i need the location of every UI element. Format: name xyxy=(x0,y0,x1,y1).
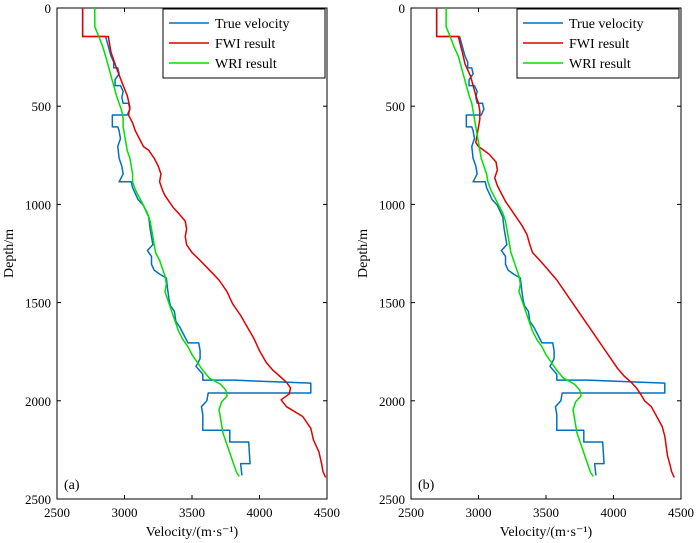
legend-label: WRI result xyxy=(215,57,277,72)
series-line-true-velocity xyxy=(81,8,312,476)
plot-frame xyxy=(410,7,682,500)
x-tick-label: 3000 xyxy=(466,505,492,520)
x-tick-label: 4000 xyxy=(601,505,627,520)
y-tick-label: 2000 xyxy=(25,394,51,409)
x-tick-label: 3500 xyxy=(533,505,559,520)
y-tick-label: 0 xyxy=(399,1,406,16)
y-tick-label: 500 xyxy=(32,99,52,114)
chart-panel-1: 2500 3000 3500 4000 4500 0 500 1000 1500 2000 2500… xyxy=(2,1,340,540)
x-tick-label: 4500 xyxy=(314,505,340,520)
y-tick-label: 0 xyxy=(45,1,52,16)
legend-label: FWI result xyxy=(215,37,275,52)
y-axis-label: Depth/m xyxy=(2,229,17,278)
series-line-wri-result xyxy=(445,8,594,477)
series-line-wri-result xyxy=(94,8,240,477)
y-tick-label: 1000 xyxy=(379,197,405,212)
y-tick-label: 2500 xyxy=(379,492,405,507)
legend-label: True velocity xyxy=(215,17,290,32)
x-axis-label: Velocity/(m·s⁻¹) xyxy=(500,525,593,540)
x-tick-label: 3000 xyxy=(112,505,138,520)
legend-label: True velocity xyxy=(569,17,644,32)
legend: True velocity FWI result WRI result xyxy=(162,8,326,79)
panel-label: (b) xyxy=(418,478,435,493)
y-tick-label: 1500 xyxy=(25,296,51,311)
x-tick-label: 3500 xyxy=(179,505,205,520)
y-tick-label: 1500 xyxy=(379,296,405,311)
x-tick-label: 2500 xyxy=(398,505,424,520)
x-tick-label: 4500 xyxy=(668,505,694,520)
legend-label: WRI result xyxy=(569,57,631,72)
y-tick-label: 2500 xyxy=(25,492,51,507)
series-line-fwi-result xyxy=(81,8,327,478)
legend-label: FWI result xyxy=(569,37,629,52)
legend: True velocity FWI result WRI result xyxy=(516,8,680,79)
series-line-fwi-result xyxy=(435,8,675,478)
y-tick-label: 1000 xyxy=(25,197,51,212)
y-tick-label: 500 xyxy=(386,99,406,114)
x-axis-label: Velocity/(m·s⁻¹) xyxy=(146,525,239,540)
x-tick-label: 4000 xyxy=(247,505,273,520)
y-axis-label: Depth/m xyxy=(356,229,371,278)
chart-panel-2: 2500 3000 3500 4000 4500 0 500 1000 1500 2000 2500… xyxy=(356,1,694,540)
panel-label: (a) xyxy=(64,478,80,493)
y-tick-label: 2000 xyxy=(379,394,405,409)
x-tick-label: 2500 xyxy=(44,505,70,520)
